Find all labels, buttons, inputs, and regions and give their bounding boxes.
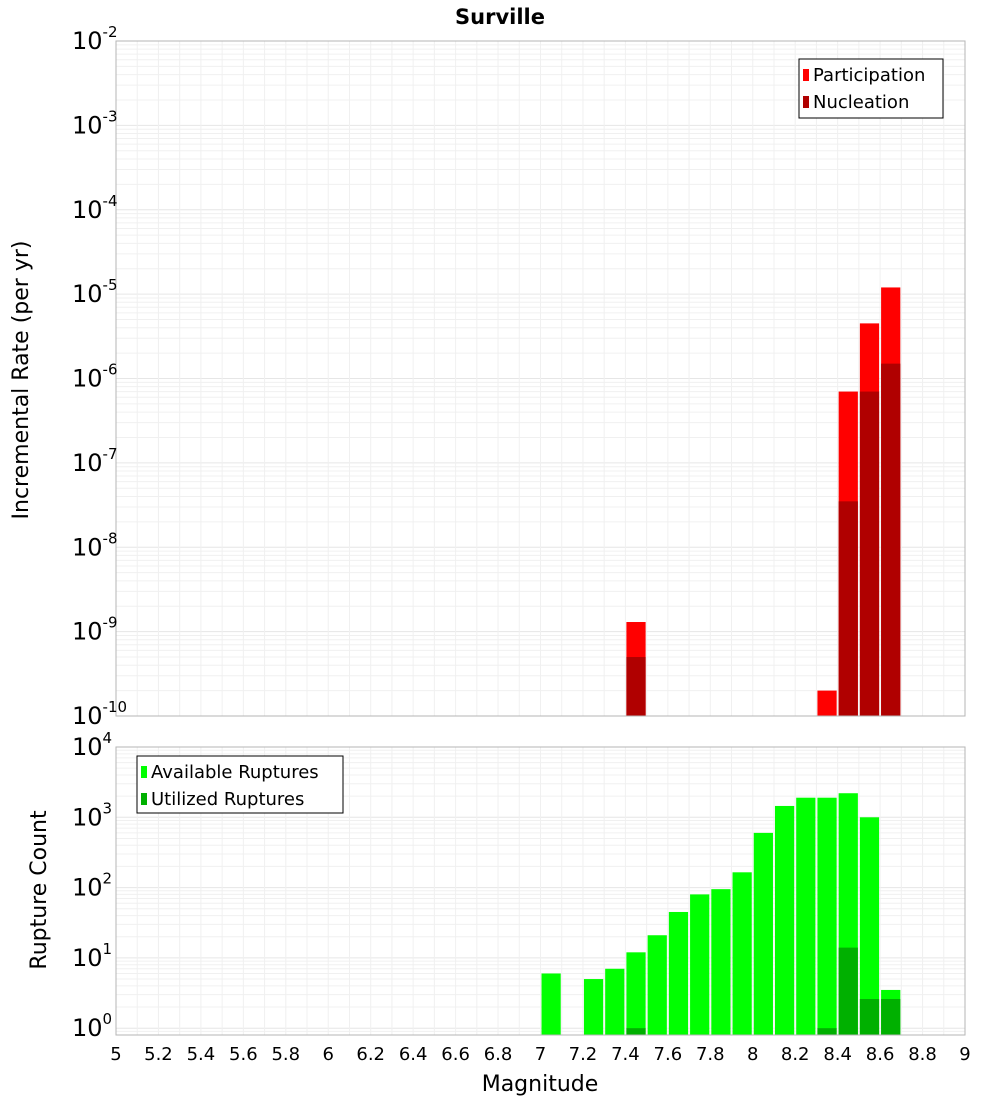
y-tick-label: 10-7 <box>72 445 118 477</box>
x-tick-label: 9 <box>959 1044 970 1065</box>
bar-participation <box>817 690 837 716</box>
top-panel-plot-area: 10-2 10-3 10-4 10-5 10-6 10-7 10-8 10-9 10-10 Par… <box>72 23 966 730</box>
y-tick-label: 10-3 <box>72 107 118 139</box>
bar-available <box>647 935 667 1035</box>
bar-utilized <box>881 999 901 1035</box>
bar-available <box>753 832 773 1035</box>
legend-label: Available Ruptures <box>151 762 319 783</box>
x-tick-label: 8.8 <box>908 1044 937 1065</box>
x-tick-label: 8.6 <box>866 1044 895 1065</box>
y-tick-label: 102 <box>72 870 112 902</box>
legend-label: Utilized Ruptures <box>151 789 304 810</box>
x-axis-label: Magnitude <box>482 1072 599 1097</box>
bar-available <box>690 894 710 1035</box>
y-tick-label: 100 <box>72 1010 112 1042</box>
bar-available <box>859 817 880 1035</box>
chart-title: Surville <box>455 5 545 29</box>
y-tick-label: 10-9 <box>72 614 118 646</box>
x-tick-label: 6.4 <box>399 1044 428 1065</box>
x-tick-label: 7.8 <box>696 1044 725 1065</box>
x-tick-label: 6.6 <box>441 1044 470 1065</box>
x-tick-label: 7.4 <box>611 1044 640 1065</box>
bar-available <box>711 889 731 1035</box>
y-tick-label: 104 <box>72 729 112 761</box>
x-tick-label: 8 <box>747 1044 758 1065</box>
y-tick-label: 101 <box>72 940 112 972</box>
x-tick-label: 5.4 <box>187 1044 216 1065</box>
x-tick-label: 5.8 <box>271 1044 300 1065</box>
bar-available <box>774 805 795 1035</box>
legend-swatch-participation <box>803 69 809 81</box>
y-tick-label: 10-6 <box>72 361 118 393</box>
x-tick-label: 6.8 <box>484 1044 513 1065</box>
x-tick-label: 6 <box>323 1044 334 1065</box>
bar-nucleation <box>626 657 646 716</box>
bar-available <box>583 979 604 1035</box>
y-tick-label: 10-10 <box>72 698 127 730</box>
legend-swatch-available <box>141 766 147 778</box>
x-tick-label: 6.2 <box>356 1044 385 1065</box>
x-tick-label: 8.4 <box>823 1044 852 1065</box>
legend: Participation Nucleation <box>798 58 944 119</box>
bar-available <box>732 872 752 1035</box>
bar-nucleation <box>881 363 901 716</box>
y-tick-label: 10-8 <box>72 529 118 561</box>
y-tick-label: 10-2 <box>72 23 118 55</box>
y-tick-label: 10-5 <box>72 276 118 308</box>
legend-box <box>136 755 344 814</box>
x-axis-ticks: 5 5.2 5.4 5.6 5.8 6 6.2 6.4 6.6 6.8 7 7.2 7.4 7.6 7.8 8… <box>110 1044 970 1065</box>
bar-available <box>541 973 561 1035</box>
legend: Available Ruptures Utilized Ruptures <box>136 755 344 814</box>
x-tick-label: 5.6 <box>229 1044 258 1065</box>
legend-label: Nucleation <box>813 92 909 113</box>
x-tick-label: 7.2 <box>569 1044 598 1065</box>
bar-available <box>817 797 837 1035</box>
x-tick-label: 5 <box>110 1044 121 1065</box>
x-tick-label: 7 <box>535 1044 546 1065</box>
plot-frame <box>115 40 966 717</box>
bar-available <box>605 968 625 1035</box>
plot-frame <box>115 746 966 1036</box>
bar-available <box>668 911 689 1035</box>
bottom-y-axis-label: Rupture Count <box>27 810 52 970</box>
y-tick-label: 103 <box>72 799 112 831</box>
bar-utilized <box>626 1028 646 1035</box>
x-tick-label: 5.2 <box>144 1044 173 1065</box>
bar-available <box>796 797 816 1035</box>
legend-swatch-utilized <box>141 793 147 805</box>
bar-available <box>626 952 646 1035</box>
bar-utilized <box>838 947 858 1035</box>
legend-swatch-nucleation <box>803 96 809 108</box>
x-tick-label: 7.6 <box>654 1044 683 1065</box>
bar-nucleation <box>838 501 858 716</box>
bar-nucleation <box>859 391 880 716</box>
legend-box <box>798 58 944 119</box>
bar-utilized <box>859 999 880 1035</box>
legend-label: Participation <box>813 65 925 86</box>
bar-utilized <box>817 1028 837 1035</box>
bottom-panel-plot-area: 104 103 102 101 100 Available Ruptures Utilize… <box>72 729 966 1042</box>
x-tick-label: 8.2 <box>781 1044 810 1065</box>
y-tick-label: 10-4 <box>72 192 118 224</box>
top-y-axis-label: Incremental Rate (per yr) <box>9 241 34 520</box>
